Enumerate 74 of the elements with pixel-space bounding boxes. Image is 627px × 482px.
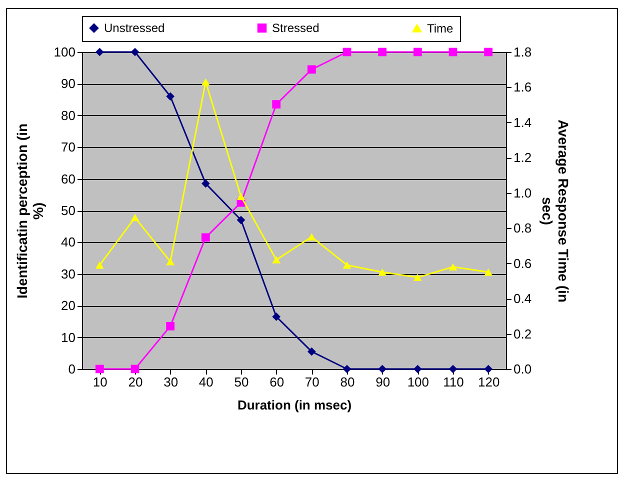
y2-tick-label: 0.6 (514, 256, 532, 271)
point (130, 48, 140, 56)
y-tick-label: 100 (54, 44, 76, 60)
x-tick-label: 20 (128, 374, 143, 390)
y2-tick-label: 1.2 (514, 150, 532, 166)
y-tick-label: 60 (61, 171, 76, 186)
point (201, 78, 210, 86)
point (484, 268, 493, 276)
y2-tick-label: 0.4 (514, 291, 532, 306)
point (272, 100, 281, 108)
x-tick-label: 40 (198, 374, 214, 390)
point (307, 65, 316, 74)
point (448, 48, 458, 56)
legend-label: Time (427, 21, 454, 36)
point (448, 263, 458, 270)
point (307, 233, 316, 241)
point (448, 364, 458, 374)
y-tick-label: 50 (61, 203, 76, 218)
point (166, 322, 175, 330)
legend-label: Stressed (272, 21, 320, 36)
point (201, 179, 210, 188)
y-axis-title: Identificatin perception (in %) (14, 123, 46, 299)
point (413, 274, 422, 282)
point (236, 216, 246, 224)
x-tick-label: 90 (376, 374, 390, 390)
point (130, 364, 140, 374)
y-tick-label: 90 (61, 76, 76, 92)
point (484, 48, 493, 56)
point (236, 192, 246, 200)
point (378, 48, 387, 56)
y-tick-label: 70 (61, 140, 76, 155)
y-tick-label: 20 (61, 298, 76, 314)
y2-tick-label: 1.6 (514, 80, 532, 95)
point (272, 256, 281, 264)
y-tick-label: 80 (61, 108, 76, 123)
point (272, 312, 281, 321)
point (95, 261, 104, 269)
x-tick-label: 30 (164, 374, 178, 390)
y-tick-label: 0 (68, 362, 76, 376)
x-tick-label: 80 (340, 374, 355, 390)
point (413, 48, 422, 56)
point (130, 214, 140, 222)
y2-tick-label: 1.4 (514, 114, 532, 130)
legend-label: Unstressed (104, 21, 165, 36)
x-tick-label: 70 (304, 374, 320, 390)
y2-axis-title: Average Response Time (in sec) (540, 120, 572, 302)
y-tick-label: 40 (61, 234, 76, 250)
y2-tick-label: 1.0 (514, 185, 532, 200)
point (342, 48, 352, 56)
x-tick-label: 110 (443, 374, 464, 390)
point (95, 364, 104, 374)
y2-tick-label: 0.2 (514, 326, 532, 342)
point (166, 92, 175, 101)
point (201, 233, 210, 242)
y2-tick-label: 1.8 (514, 44, 532, 60)
x-tick-label: 50 (234, 374, 249, 390)
point (342, 364, 352, 374)
point (378, 364, 387, 374)
x-tick-label: 60 (270, 374, 284, 390)
point (342, 261, 352, 269)
x-tick-label: 100 (407, 374, 430, 390)
point (307, 347, 316, 356)
y-tick-label: 30 (61, 266, 76, 282)
x-tick-label: 10 (92, 374, 108, 390)
x-axis-title: Duration (in msec) (237, 398, 352, 412)
point (166, 258, 175, 266)
point (378, 268, 387, 276)
point (413, 364, 422, 374)
y-tick-label: 10 (61, 330, 76, 345)
y2-tick-label: 0.8 (514, 220, 532, 236)
y2-tick-label: 0.0 (514, 362, 532, 376)
x-tick-label: 120 (478, 374, 500, 390)
point (95, 48, 104, 56)
point (484, 364, 493, 374)
